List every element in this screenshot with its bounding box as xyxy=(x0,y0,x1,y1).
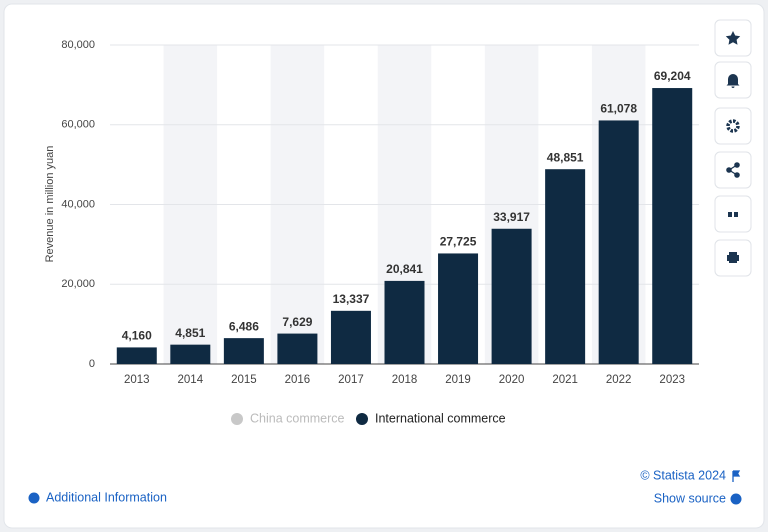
legend-swatch[interactable] xyxy=(356,413,368,425)
bar xyxy=(116,347,157,364)
value-label: 13,337 xyxy=(333,292,370,306)
x-tick-label: 2019 xyxy=(445,374,471,386)
bar xyxy=(491,228,532,364)
value-label: 4,160 xyxy=(122,329,152,343)
share-icon xyxy=(726,162,740,178)
bar xyxy=(438,253,479,364)
legend-label[interactable]: China commerce xyxy=(250,411,345,425)
value-label: 61,078 xyxy=(600,102,637,116)
value-label: 69,204 xyxy=(654,69,691,83)
value-label: 4,851 xyxy=(175,326,205,340)
x-tick-label: 2022 xyxy=(606,374,632,386)
bar xyxy=(170,344,211,364)
y-tick-label: 0 xyxy=(89,358,95,370)
gear-icon xyxy=(726,119,740,133)
value-label: 48,851 xyxy=(547,150,584,164)
bar xyxy=(545,169,586,364)
bar xyxy=(277,333,318,364)
x-tick-label: 2021 xyxy=(552,374,578,386)
additional-info-link[interactable]: Additional Information xyxy=(46,490,167,504)
side-toolbar xyxy=(714,19,752,277)
x-tick-label: 2020 xyxy=(499,374,525,386)
bar xyxy=(598,120,639,364)
y-axis-label: Revenue in million yuan xyxy=(44,146,56,263)
x-tick-label: 2015 xyxy=(231,374,257,386)
y-tick-label: 40,000 xyxy=(61,198,95,210)
bar xyxy=(652,88,693,365)
bar xyxy=(330,310,371,364)
x-tick-label: 2023 xyxy=(659,374,685,386)
copyright[interactable]: © Statista 2024 xyxy=(640,468,726,482)
value-label: 6,486 xyxy=(229,319,259,333)
x-tick-label: 2014 xyxy=(178,374,204,386)
value-label: 20,841 xyxy=(386,262,423,276)
y-tick-label: 80,000 xyxy=(61,39,95,51)
legend-swatch[interactable] xyxy=(231,413,243,425)
x-tick-label: 2017 xyxy=(338,374,364,386)
star-icon xyxy=(725,31,741,45)
value-label: 33,917 xyxy=(493,210,530,224)
y-tick-label: 60,000 xyxy=(61,119,95,131)
bar xyxy=(384,280,425,364)
x-tick-label: 2016 xyxy=(285,374,311,386)
flag-icon xyxy=(732,470,741,482)
y-tick-label: 20,000 xyxy=(61,278,95,290)
bell-icon xyxy=(726,74,740,88)
x-tick-label: 2013 xyxy=(124,374,150,386)
info-icon xyxy=(28,492,40,504)
share-button[interactable] xyxy=(714,151,752,189)
settings-button[interactable] xyxy=(714,107,752,145)
cite-button[interactable] xyxy=(714,195,752,233)
value-label: 7,629 xyxy=(282,315,312,329)
info-icon xyxy=(730,493,742,505)
legend-label[interactable]: International commerce xyxy=(375,411,506,425)
quote-icon xyxy=(728,212,738,217)
print-icon xyxy=(727,252,739,263)
x-tick-label: 2018 xyxy=(392,374,418,386)
bar xyxy=(223,338,264,364)
value-label: 27,725 xyxy=(440,235,477,249)
show-source-link[interactable]: Show source xyxy=(654,491,726,505)
